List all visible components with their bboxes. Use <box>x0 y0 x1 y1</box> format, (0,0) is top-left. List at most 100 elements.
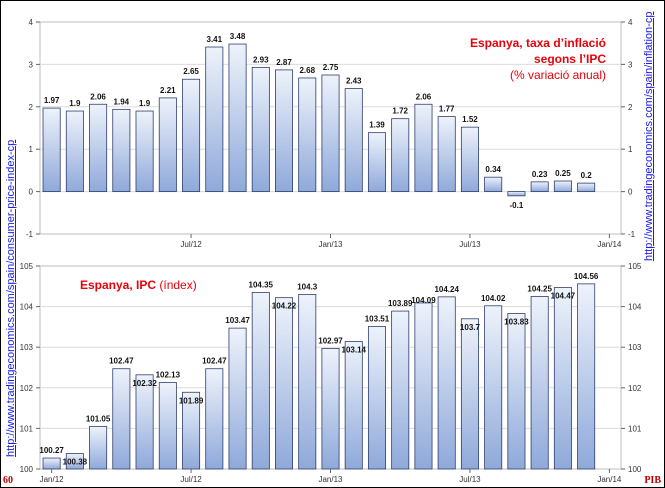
cpi-value-label: 104.35 <box>249 280 274 289</box>
cpi-value-label: 100.27 <box>39 446 64 455</box>
cpi-value-label: 104.3 <box>297 282 318 291</box>
inflation-bar <box>530 181 549 193</box>
inflation-bar <box>391 118 410 192</box>
inflation-bar <box>135 110 154 192</box>
cpi-title-sub: (índex) <box>159 278 196 292</box>
cpi-value-label: 102.47 <box>202 357 227 366</box>
cpi-value-label: 100.38 <box>63 458 88 467</box>
consumer-price-index-link[interactable]: http://www.tradingeconomics.com/spain/co… <box>5 139 17 457</box>
cpi-title: Espanya, IPC (índex) <box>80 278 197 292</box>
inflation-y-axis-left: -1 0 1 2 3 4 <box>26 18 40 239</box>
inflation-y-tick-label-left: 3 <box>29 60 34 69</box>
inflation-value-label: 3.41 <box>207 35 223 44</box>
cpi-bar <box>391 310 410 470</box>
inflation-value-label: 1.52 <box>462 115 478 124</box>
inflation-value-label: 1.72 <box>392 107 408 116</box>
cpi-y-tick-label-left: 103 <box>20 343 34 352</box>
cpi-bar <box>577 283 596 470</box>
cpi-bar <box>460 318 479 470</box>
inflation-bar <box>182 78 201 192</box>
cpi-x-tick-label: Jan/14 <box>597 475 622 484</box>
inflation-y-tick-label-right: 4 <box>628 18 633 27</box>
cpi-bar <box>228 327 247 470</box>
cpi-value-label: 102.13 <box>156 371 181 380</box>
inflation-value-label: 1.77 <box>439 105 455 114</box>
inflation-value-label: 2.65 <box>183 67 199 76</box>
cpi-bar <box>437 296 456 470</box>
inflation-bar <box>414 103 433 192</box>
cpi-bar <box>507 313 526 470</box>
inflation-value-label: 1.9 <box>139 99 151 108</box>
cpi-y-tick-label-right: 102 <box>628 384 642 393</box>
inflation-bar <box>321 74 340 192</box>
inflation-bar <box>298 77 317 193</box>
inflation-bar <box>367 132 386 193</box>
inflation-bar <box>507 191 526 197</box>
cpi-value-label: 104.02 <box>481 294 506 303</box>
inflation-bar <box>460 126 479 192</box>
inflation-y-tick-label-left: 0 <box>29 188 34 197</box>
inflation-title-line1: Espanya, taxa d’inflació <box>470 36 606 50</box>
inflation-x-tick-label: Jan/13 <box>318 240 343 249</box>
cpi-y-tick-label-right: 104 <box>628 303 642 312</box>
cpi-bar <box>484 305 503 470</box>
inflation-value-label: 1.9 <box>69 99 81 108</box>
inflation-value-label: 2.68 <box>299 66 315 75</box>
cpi-bar <box>158 382 177 470</box>
cpi-bar <box>530 296 549 470</box>
inflation-bar <box>205 46 224 192</box>
cpi-y-tick-label-left: 101 <box>20 424 34 433</box>
cpi-y-tick-label-right: 101 <box>628 424 642 433</box>
cpi-y-tick-label-left: 102 <box>20 384 34 393</box>
cpi-x-tick-label: Jul/13 <box>459 475 481 484</box>
inflation-bar <box>484 176 503 193</box>
cpi-y-axis-right: 100 101 102 103 104 105 <box>621 262 642 474</box>
cpi-bar <box>321 348 340 470</box>
inflation-y-tick-label-right: 2 <box>628 103 633 112</box>
inflation-value-label: 1.39 <box>369 121 385 130</box>
inflation-value-label: 2.43 <box>346 77 362 86</box>
inflation-value-label: 2.75 <box>323 63 339 72</box>
page-number: 60 <box>3 475 13 486</box>
inflation-bar <box>275 69 294 193</box>
inflation-y-tick-label-left: 2 <box>29 103 34 112</box>
cpi-bar <box>553 287 572 470</box>
cpi-bar <box>135 374 154 470</box>
inflation-bar <box>577 182 596 192</box>
cpi-bar <box>65 453 84 470</box>
cpi-y-axis-left: 100 101 102 103 104 105 <box>20 262 40 474</box>
cpi-value-label: 102.97 <box>318 336 343 345</box>
inflation-value-label: 1.94 <box>114 97 130 106</box>
inflation-bar <box>251 66 270 192</box>
inflation-bar <box>158 97 177 193</box>
inflation-bar <box>437 116 456 192</box>
inflation-value-label: 1.97 <box>44 96 60 105</box>
inflation-value-label: 3.48 <box>230 32 246 41</box>
inflation-value-label: -0.1 <box>510 201 524 210</box>
inflation-value-label: 0.34 <box>485 165 501 174</box>
inflation-value-label: 2.21 <box>160 86 176 95</box>
inflation-bar <box>89 103 108 192</box>
cpi-value-label: 104.09 <box>411 296 436 305</box>
cpi-value-label: 103.51 <box>365 314 390 323</box>
inflation-x-tick-label: Jul/13 <box>459 240 481 249</box>
cpi-bars <box>42 283 596 470</box>
inflation-x-tick-label: Jan/14 <box>597 240 622 249</box>
cpi-value-label: 101.89 <box>179 396 204 405</box>
cpi-x-tick-label: Jan/12 <box>40 475 65 484</box>
inflation-y-tick-label-left: 4 <box>29 18 34 27</box>
cpi-bar <box>205 368 224 470</box>
inflation-value-labels: 1.97 1.9 2.06 1.94 1.9 2.21 2.65 3.41 3.48 2.93 2.… <box>44 32 592 210</box>
inflation-y-tick-label-right: 3 <box>628 60 633 69</box>
cpi-value-label: 103.47 <box>225 316 250 325</box>
inflation-bar <box>553 180 572 192</box>
inflation-y-tick-label-right: 0 <box>628 188 633 197</box>
cpi-y-tick-label-left: 105 <box>20 262 34 271</box>
cpi-bar <box>344 341 363 470</box>
cpi-value-label: 103.7 <box>460 323 481 332</box>
inflation-link[interactable]: http://www.tradingeconomics.com/spain/in… <box>643 11 655 261</box>
cpi-bar <box>42 457 61 470</box>
inflation-value-label: 2.93 <box>253 55 269 64</box>
